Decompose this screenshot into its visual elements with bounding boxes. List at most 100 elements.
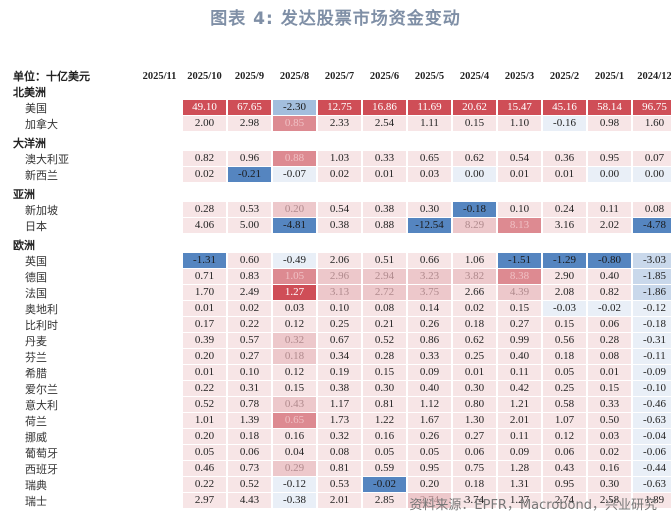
table-cell: 2.74	[408, 493, 451, 508]
column-header: 2024/12	[637, 70, 671, 82]
table-cell: -0.21	[228, 167, 271, 182]
table-cell: 0.31	[228, 381, 271, 396]
table-cell: 0.65	[273, 413, 316, 428]
table-cell: -0.02	[363, 477, 406, 492]
table-cell: 2.06	[318, 253, 361, 268]
table-cell	[138, 397, 181, 412]
table-cell: 0.03	[273, 301, 316, 316]
table-row: 英国 -1.31 0.60 -0.49 2.06 0.51 0.66 1.06 -1.51 -1.…	[13, 253, 671, 268]
country-label: 希腊	[25, 366, 47, 380]
table-row: 挪威 0.20 0.18 0.16 0.32 0.16 0.26 0.27 0.11 0.12 0.…	[13, 429, 671, 444]
table-cell: 0.54	[318, 202, 361, 217]
table-cell: 0.96	[228, 151, 271, 166]
table-cell: 0.88	[363, 218, 406, 233]
table-cell: 1.10	[498, 116, 541, 131]
table-cell: 0.16	[363, 429, 406, 444]
table-row: 新加坡 0.28 0.53 0.20 0.54 0.38 0.30 -0.18 0.10 0.24…	[13, 202, 671, 217]
table-cell: 0.10	[318, 301, 361, 316]
table-cell: 0.20	[183, 349, 226, 364]
table-cell: -0.04	[633, 429, 671, 444]
table-cell	[138, 151, 181, 166]
table-row: 日本 4.06 5.00 -4.81 0.38 0.88 -12.54 8.29 8.13 3.1…	[13, 218, 671, 233]
table-cell: 2.90	[543, 269, 586, 284]
table-cell: 0.27	[453, 429, 496, 444]
country-label: 比利时	[25, 318, 58, 332]
table-cell: 0.54	[498, 151, 541, 166]
region-row: 亚洲	[13, 187, 671, 201]
table-cell: 0.00	[453, 167, 496, 182]
table-cell: 0.38	[318, 381, 361, 396]
table-cell: -0.06	[633, 445, 671, 460]
table-cell: 0.40	[498, 349, 541, 364]
table-cell: -2.30	[273, 100, 316, 115]
table-cell: -0.63	[633, 477, 671, 492]
table-cell: 1.70	[183, 285, 226, 300]
table-cell: 0.34	[318, 349, 361, 364]
table-cell: 0.02	[318, 167, 361, 182]
table-cell: 2.58	[588, 493, 631, 508]
table-cell: 0.05	[543, 365, 586, 380]
table-cell: 49.10	[183, 100, 226, 115]
table-cell: 15.47	[498, 100, 541, 115]
table-row: 意大利 0.52 0.78 0.43 1.17 0.81 1.12 0.80 1.21 0.58 0…	[13, 397, 671, 412]
table-cell	[138, 461, 181, 476]
table-cell: 0.25	[453, 349, 496, 364]
table-cell: -0.63	[633, 413, 671, 428]
table-cell	[138, 333, 181, 348]
table-cell: 0.18	[543, 349, 586, 364]
table-cell: 1.30	[453, 413, 496, 428]
table-cell: 2.97	[183, 493, 226, 508]
table-cell	[138, 167, 181, 182]
table-cell: 0.75	[453, 461, 496, 476]
region-label: 亚洲	[13, 188, 35, 201]
country-label: 法国	[25, 286, 47, 300]
table-cell: 0.01	[588, 365, 631, 380]
region-label: 欧洲	[13, 239, 35, 252]
table-cell	[138, 477, 181, 492]
table-cell: 0.32	[273, 333, 316, 348]
table-cell: 0.30	[408, 202, 451, 217]
table-cell: 2.54	[363, 116, 406, 131]
column-header: 2025/4	[459, 70, 490, 82]
table-cell: 0.59	[363, 461, 406, 476]
table-cell: 16.86	[363, 100, 406, 115]
table-cell	[138, 202, 181, 217]
table-cell: -0.12	[633, 301, 671, 316]
table-cell: -0.31	[633, 333, 671, 348]
table-cell: 4.06	[183, 218, 226, 233]
table-cell: 0.18	[453, 477, 496, 492]
table-cell: 1.27	[498, 493, 541, 508]
chart-title: 图表 4: 发达股票市场资金变动	[210, 9, 461, 29]
table-cell: 0.88	[273, 151, 316, 166]
table-cell: 0.05	[183, 445, 226, 460]
table-cell: 0.02	[453, 301, 496, 316]
table-cell: 0.01	[363, 167, 406, 182]
table-cell: 0.02	[588, 445, 631, 460]
table-cell: 0.05	[408, 445, 451, 460]
table-cell: 0.43	[273, 397, 316, 412]
table-cell: -1.31	[183, 253, 226, 268]
table-cell	[138, 381, 181, 396]
table-cell: 0.67	[318, 333, 361, 348]
table-cell: 1.28	[498, 461, 541, 476]
table-cell: 0.10	[498, 202, 541, 217]
table-cell: 0.00	[588, 167, 631, 182]
table-cell: 3.23	[408, 269, 451, 284]
region-label: 北美洲	[13, 86, 46, 99]
table-row: 新西兰 0.02 -0.21 -0.07 0.02 0.01 0.03 0.00 0.01 0.0…	[13, 167, 671, 182]
table-cell: 0.52	[183, 397, 226, 412]
table-cell: 0.73	[228, 461, 271, 476]
table-cell: 96.75	[633, 100, 671, 115]
table-cell: 0.15	[543, 317, 586, 332]
table-cell: 0.38	[363, 202, 406, 217]
table-cell: 0.01	[453, 365, 496, 380]
table-cell: 0.46	[183, 461, 226, 476]
table-cell: 0.06	[543, 445, 586, 460]
header-row: 单位：十亿美元 2025/11 2025/10 2025/9 2025/8 2025/7…	[13, 67, 671, 85]
table-cell: -0.44	[633, 461, 671, 476]
country-label: 荷兰	[25, 414, 47, 428]
table-cell: 2.66	[453, 285, 496, 300]
fund-flow-table: 单位：十亿美元 2025/11 2025/10 2025/9 2025/8 2025/7…	[13, 67, 671, 513]
table-cell: -0.09	[633, 365, 671, 380]
table-cell: 3.82	[453, 269, 496, 284]
